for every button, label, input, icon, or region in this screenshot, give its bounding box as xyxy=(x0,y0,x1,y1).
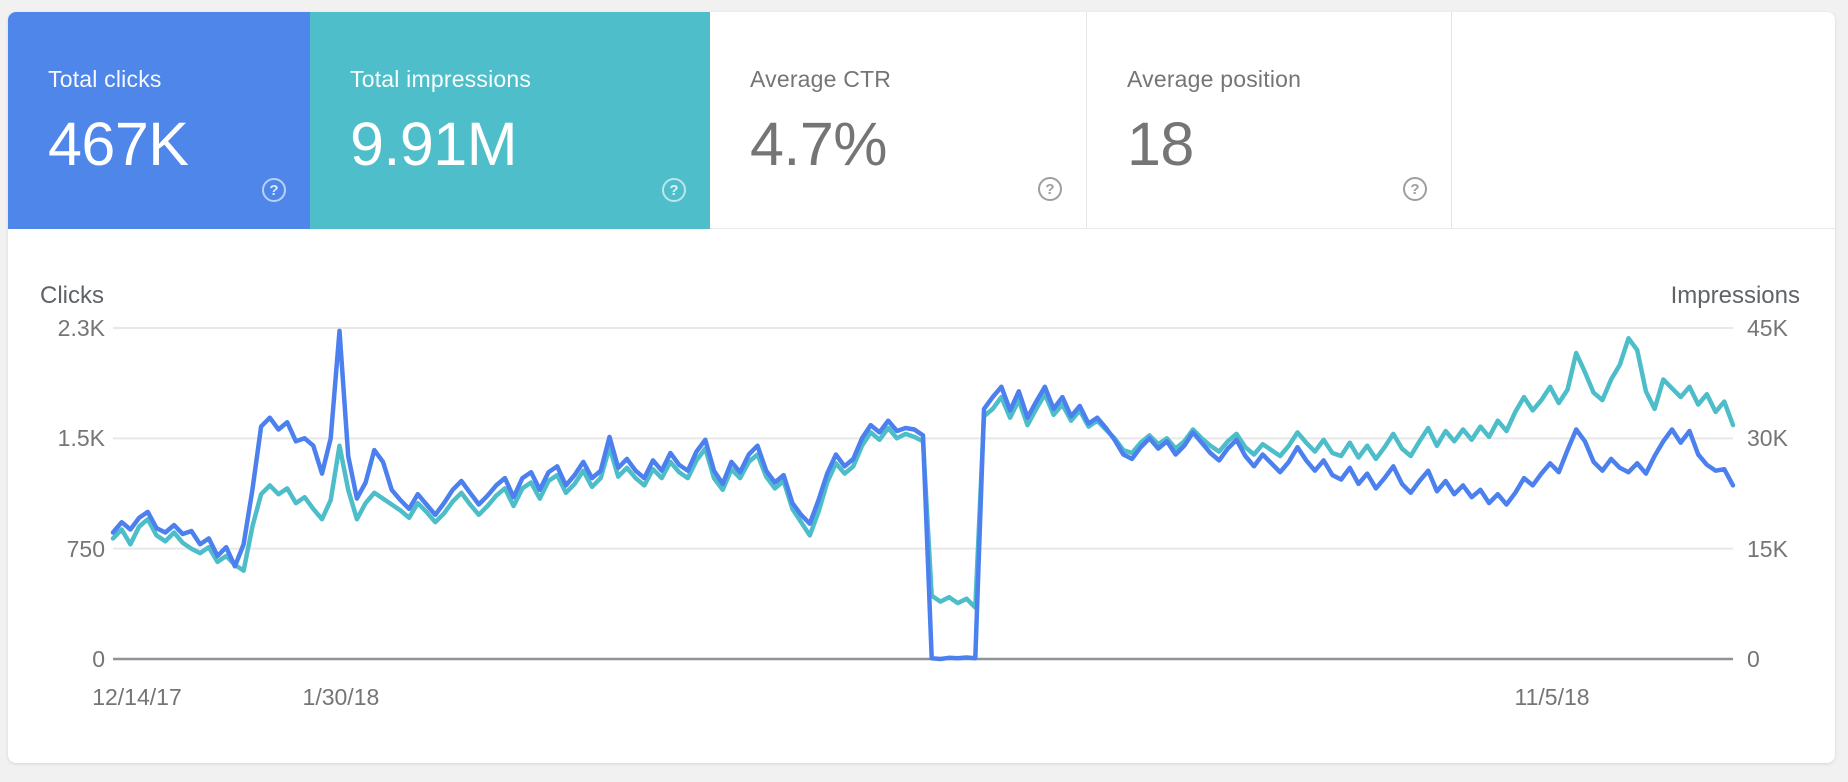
axis-tick-label: 1/30/18 xyxy=(302,684,380,710)
axis-tick-label: 0 xyxy=(92,646,105,672)
axis-tick-label: 750 xyxy=(66,535,105,562)
performance-chart: Clicks Impressions 0 750 1.5K 2.3K 0 15K 30K 4… xyxy=(8,229,1835,763)
axis-tick-label: 45K xyxy=(1747,315,1788,341)
tile-value: 4.7% xyxy=(750,110,888,178)
tile-value: 467K xyxy=(48,110,189,178)
tile-average-position[interactable]: Average position 18 ? xyxy=(1087,12,1452,229)
tile-label: Total clicks xyxy=(48,66,162,92)
axis-tick-label: 30K xyxy=(1747,425,1788,452)
metric-tiles-row: Total clicks 467K ? Total impressions 9.… xyxy=(8,12,1835,229)
help-icon[interactable]: ? xyxy=(262,178,286,202)
tile-label: Average CTR xyxy=(750,66,892,92)
performance-panel: Total clicks 467K ? Total impressions 9.… xyxy=(8,12,1835,763)
tile-value: 18 xyxy=(1127,110,1194,178)
axis-tick-label: 15K xyxy=(1747,535,1788,562)
axis-tick-label: 12/14/17 xyxy=(92,684,182,710)
tiles-row-filler xyxy=(1452,12,1835,229)
tile-value: 9.91M xyxy=(350,110,518,178)
axis-tick-label: 1.5K xyxy=(57,425,105,452)
help-icon[interactable]: ? xyxy=(662,178,686,202)
help-icon[interactable]: ? xyxy=(1403,177,1427,201)
tile-total-impressions[interactable]: Total impressions 9.91M ? xyxy=(310,12,710,229)
tile-average-ctr[interactable]: Average CTR 4.7% ? xyxy=(710,12,1087,229)
help-icon[interactable]: ? xyxy=(1038,177,1062,201)
right-axis-title: Impressions xyxy=(1670,282,1800,309)
left-axis-title: Clicks xyxy=(40,282,104,309)
clicks-line xyxy=(110,328,1736,662)
tile-total-clicks[interactable]: Total clicks 467K ? xyxy=(8,12,310,229)
tile-label: Total impressions xyxy=(350,66,532,92)
tile-label: Average position xyxy=(1127,66,1302,92)
axis-tick-label: 2.3K xyxy=(57,315,105,341)
chart-canvas[interactable] xyxy=(8,229,1835,763)
axis-tick-label: 11/5/18 xyxy=(1514,684,1590,710)
axis-tick-label: 0 xyxy=(1747,646,1760,672)
